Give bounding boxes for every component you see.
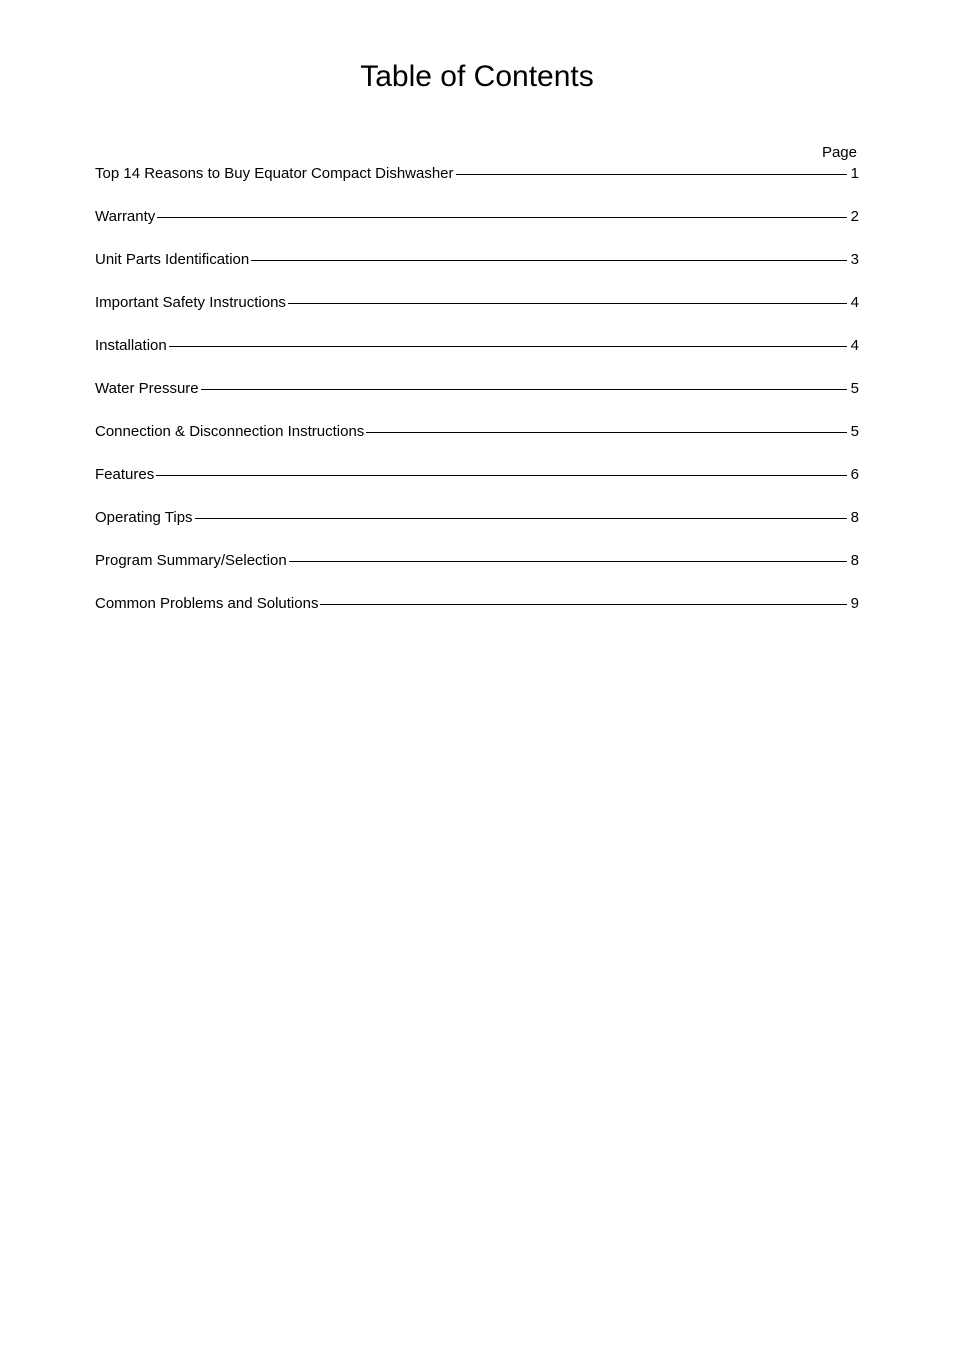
toc-entry-page: 8 xyxy=(849,552,859,569)
toc-entry: Top 14 Reasons to Buy Equator Compact Di… xyxy=(95,165,859,182)
toc-entry-label: Common Problems and Solutions xyxy=(95,595,318,612)
toc-leader-line xyxy=(157,217,846,218)
toc-entry: Installation 4 xyxy=(95,337,859,354)
toc-entry: Operating Tips 8 xyxy=(95,509,859,526)
toc-leader-line xyxy=(251,260,846,261)
toc-leader-line xyxy=(201,389,847,390)
toc-entry: Program Summary/Selection 8 xyxy=(95,552,859,569)
toc-entry-page: 8 xyxy=(849,509,859,526)
toc-leader-line xyxy=(195,518,847,519)
toc-entry-label: Unit Parts Identification xyxy=(95,251,249,268)
toc-entry-page: 4 xyxy=(849,294,859,311)
toc-entry: Unit Parts Identification 3 xyxy=(95,251,859,268)
toc-leader-line xyxy=(156,475,846,476)
toc-entry-label: Top 14 Reasons to Buy Equator Compact Di… xyxy=(95,165,454,182)
toc-entry-label: Warranty xyxy=(95,208,155,225)
toc-entry-page: 2 xyxy=(849,208,859,225)
page-column-header: Page xyxy=(95,144,859,161)
toc-leader-line xyxy=(169,346,847,347)
toc-entry: Connection & Disconnection Instructions … xyxy=(95,423,859,440)
toc-entry: Warranty 2 xyxy=(95,208,859,225)
toc-entry-label: Program Summary/Selection xyxy=(95,552,287,569)
toc-entry-page: 5 xyxy=(849,423,859,440)
toc-leader-line xyxy=(320,604,846,605)
toc-entry-page: 5 xyxy=(849,380,859,397)
toc-leader-line xyxy=(366,432,846,433)
toc-entry-page: 4 xyxy=(849,337,859,354)
toc-leader-line xyxy=(289,561,847,562)
toc-entry-label: Features xyxy=(95,466,154,483)
toc-entry: Common Problems and Solutions 9 xyxy=(95,595,859,612)
toc-entry-page: 9 xyxy=(849,595,859,612)
toc-entry-page: 3 xyxy=(849,251,859,268)
toc-leader-line xyxy=(288,303,847,304)
table-of-contents: Top 14 Reasons to Buy Equator Compact Di… xyxy=(95,165,859,612)
toc-entry-label: Operating Tips xyxy=(95,509,193,526)
toc-entry-page: 6 xyxy=(849,466,859,483)
toc-leader-line xyxy=(456,174,847,175)
toc-entry-page: 1 xyxy=(849,165,859,182)
toc-entry: Important Safety Instructions 4 xyxy=(95,294,859,311)
toc-entry: Water Pressure 5 xyxy=(95,380,859,397)
toc-entry: Features 6 xyxy=(95,466,859,483)
toc-entry-label: Water Pressure xyxy=(95,380,199,397)
toc-entry-label: Important Safety Instructions xyxy=(95,294,286,311)
toc-entry-label: Connection & Disconnection Instructions xyxy=(95,423,364,440)
page-title: Table of Contents xyxy=(95,60,859,94)
toc-entry-label: Installation xyxy=(95,337,167,354)
